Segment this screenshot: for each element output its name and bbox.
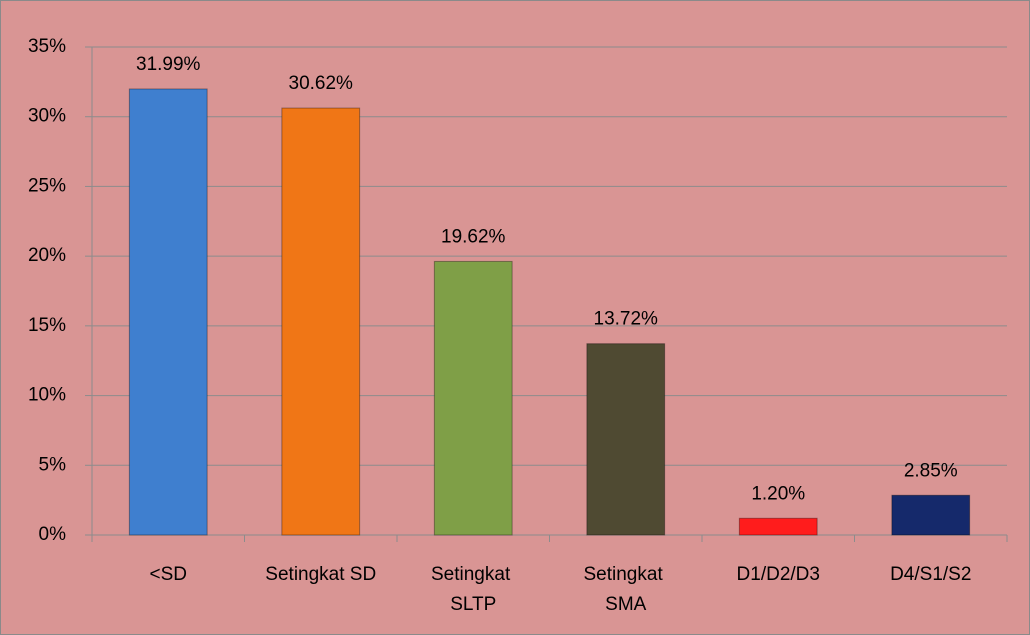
y-tick-label: 20%: [28, 245, 66, 266]
data-label: 19.62%: [441, 226, 506, 247]
x-tick-label: D1/D2/D3: [737, 564, 820, 585]
data-label: 13.72%: [594, 309, 659, 330]
y-tick-label: 35%: [28, 36, 66, 57]
y-tick-label: 30%: [28, 106, 66, 127]
bar: [433, 260, 513, 536]
data-label: 1.20%: [751, 483, 805, 504]
bar: [128, 88, 208, 536]
data-label: 2.85%: [904, 460, 958, 481]
y-tick-label: 25%: [28, 175, 66, 196]
y-tick-label: 0%: [39, 524, 67, 545]
x-tick-label: Setingkat SLTP: [431, 564, 516, 615]
data-label: 30.62%: [289, 73, 354, 94]
bar: [738, 517, 818, 536]
y-tick-label: 15%: [28, 315, 66, 336]
data-label: 31.99%: [136, 54, 201, 75]
bar: [586, 343, 666, 536]
bar: [891, 494, 971, 536]
x-tick-label: Setingkat SMA: [584, 564, 669, 615]
x-tick-label: <SD: [150, 564, 188, 585]
x-tick-label: D4/S1/S2: [890, 564, 971, 585]
y-tick-label: 5%: [39, 454, 67, 475]
y-tick-label: 10%: [28, 385, 66, 406]
bar: [281, 107, 361, 536]
x-tick-label: Setingkat SD: [265, 564, 376, 585]
